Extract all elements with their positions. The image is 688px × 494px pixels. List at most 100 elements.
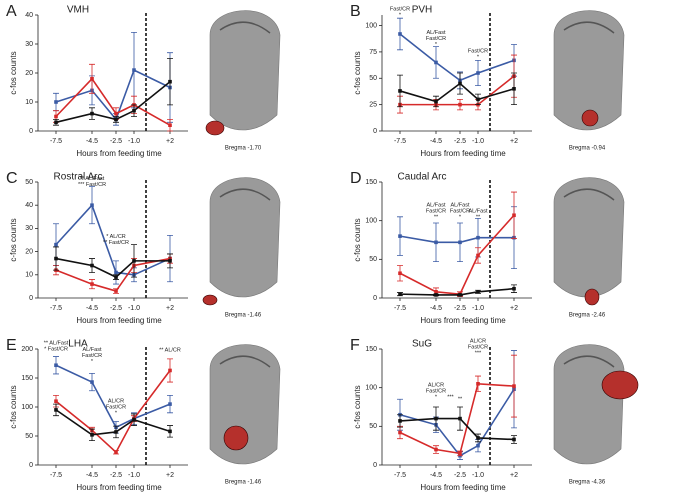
panel-letter: F — [350, 337, 360, 354]
panel: A VMH c-fos counts Hours from feeding time 0… — [6, 3, 281, 158]
y-tick-label: 0 — [373, 462, 377, 469]
data-point — [398, 89, 402, 93]
brain-section — [209, 177, 281, 298]
significance-label: Fast/CR — [468, 49, 488, 55]
significance-label: Fast/CR — [106, 404, 126, 410]
significance-label: ** — [476, 214, 481, 220]
data-point — [434, 60, 438, 65]
data-point — [54, 399, 58, 403]
x-tick-label: -7.5 — [50, 472, 62, 479]
x-tick-label: +2 — [166, 305, 174, 312]
significance-label: * AL/CR — [106, 234, 126, 240]
panel-letter: B — [350, 3, 361, 20]
panel-letter: D — [350, 170, 362, 187]
y-tick-label: 0 — [29, 295, 33, 302]
y-tick-label: 20 — [25, 70, 33, 77]
y-tick-label: 20 — [25, 248, 33, 255]
brain-texture — [219, 21, 271, 34]
y-axis-label: c-fos counts — [9, 218, 18, 261]
data-point — [90, 111, 94, 116]
brain-texture — [563, 355, 615, 368]
panel-letter: A — [6, 3, 17, 20]
image-caption: Bregma -1.46 — [225, 480, 262, 486]
chart-title: SuG — [412, 339, 432, 350]
x-tick-label: +2 — [510, 305, 518, 312]
significance-label: *** — [447, 394, 454, 400]
x-tick-label: -7.5 — [394, 138, 406, 145]
data-point — [90, 77, 94, 81]
x-tick-label: -4.5 — [430, 138, 442, 145]
image-caption: Bregma -4.36 — [569, 480, 606, 486]
series-line — [399, 214, 515, 295]
y-tick-label: 25 — [369, 101, 377, 108]
data-point — [458, 451, 462, 456]
significance-label: *** — [475, 350, 482, 356]
significance-label: * — [435, 394, 438, 400]
data-point — [132, 259, 136, 263]
x-tick-label: -1.0 — [472, 305, 484, 312]
data-point — [114, 117, 118, 122]
significance-label: * — [399, 12, 402, 18]
data-point — [434, 240, 438, 245]
panel-letter: E — [6, 337, 17, 354]
image-caption: Bregma -1.46 — [225, 313, 262, 319]
y-tick-label: 75 — [369, 49, 377, 56]
brain-region — [223, 425, 249, 451]
chart-title: PVH — [412, 5, 433, 16]
x-tick-label: +2 — [166, 138, 174, 145]
y-tick-label: 0 — [29, 462, 33, 469]
data-point — [90, 263, 94, 268]
y-tick-label: 100 — [21, 404, 33, 411]
data-point — [54, 256, 58, 261]
brain-texture — [219, 188, 271, 201]
significance-label: * — [459, 214, 462, 220]
data-point — [476, 382, 480, 386]
x-tick-label: -4.5 — [86, 305, 98, 312]
brain-section — [209, 10, 281, 131]
data-point — [168, 402, 172, 406]
data-point — [476, 235, 480, 240]
data-point — [458, 240, 462, 245]
data-point — [54, 408, 58, 412]
x-tick-label: -2.5 — [454, 472, 466, 479]
x-axis-label: Hours from feeding time — [420, 483, 506, 492]
y-tick-label: 0 — [29, 128, 33, 135]
data-point — [434, 416, 438, 421]
x-tick-label: -1.0 — [472, 472, 484, 479]
panel: F SuG c-fos counts Hours from feeding time 0… — [350, 337, 639, 492]
data-point — [458, 81, 462, 86]
data-point — [434, 290, 438, 294]
y-tick-label: 50 — [369, 75, 377, 82]
x-tick-label: -1.0 — [128, 472, 140, 479]
brain-region — [601, 370, 639, 400]
y-tick-label: 50 — [369, 256, 377, 263]
brain-section — [553, 10, 625, 131]
x-tick-label: -2.5 — [454, 138, 466, 145]
panel: B PVH c-fos counts Hours from feeding time 0… — [350, 3, 625, 158]
brain-region — [584, 288, 600, 306]
data-point — [398, 430, 402, 435]
significance-label: AL/CR — [470, 338, 486, 344]
data-point — [398, 419, 402, 423]
x-tick-label: -1.0 — [128, 138, 140, 145]
image-caption: Bregma -1.70 — [225, 146, 262, 152]
x-tick-label: -1.0 — [128, 305, 140, 312]
significance-label: AL/Fast — [427, 30, 446, 36]
significance-label: Fast/CR — [82, 353, 102, 359]
data-point — [114, 450, 118, 455]
significance-label: Fast/CR — [468, 344, 488, 350]
y-tick-label: 50 — [369, 423, 377, 430]
chart-title: LHA — [68, 339, 88, 350]
data-point — [168, 368, 172, 373]
y-tick-label: 30 — [25, 41, 33, 48]
significance-label: ** AL/Fast — [80, 176, 105, 182]
significance-label: AL/Fast — [451, 202, 470, 208]
x-tick-label: -1.0 — [472, 138, 484, 145]
data-point — [398, 292, 402, 296]
data-point — [168, 79, 172, 84]
data-point — [90, 380, 94, 384]
series-line — [55, 364, 171, 429]
series-line — [399, 417, 515, 441]
data-point — [114, 270, 118, 275]
data-point — [114, 111, 118, 116]
